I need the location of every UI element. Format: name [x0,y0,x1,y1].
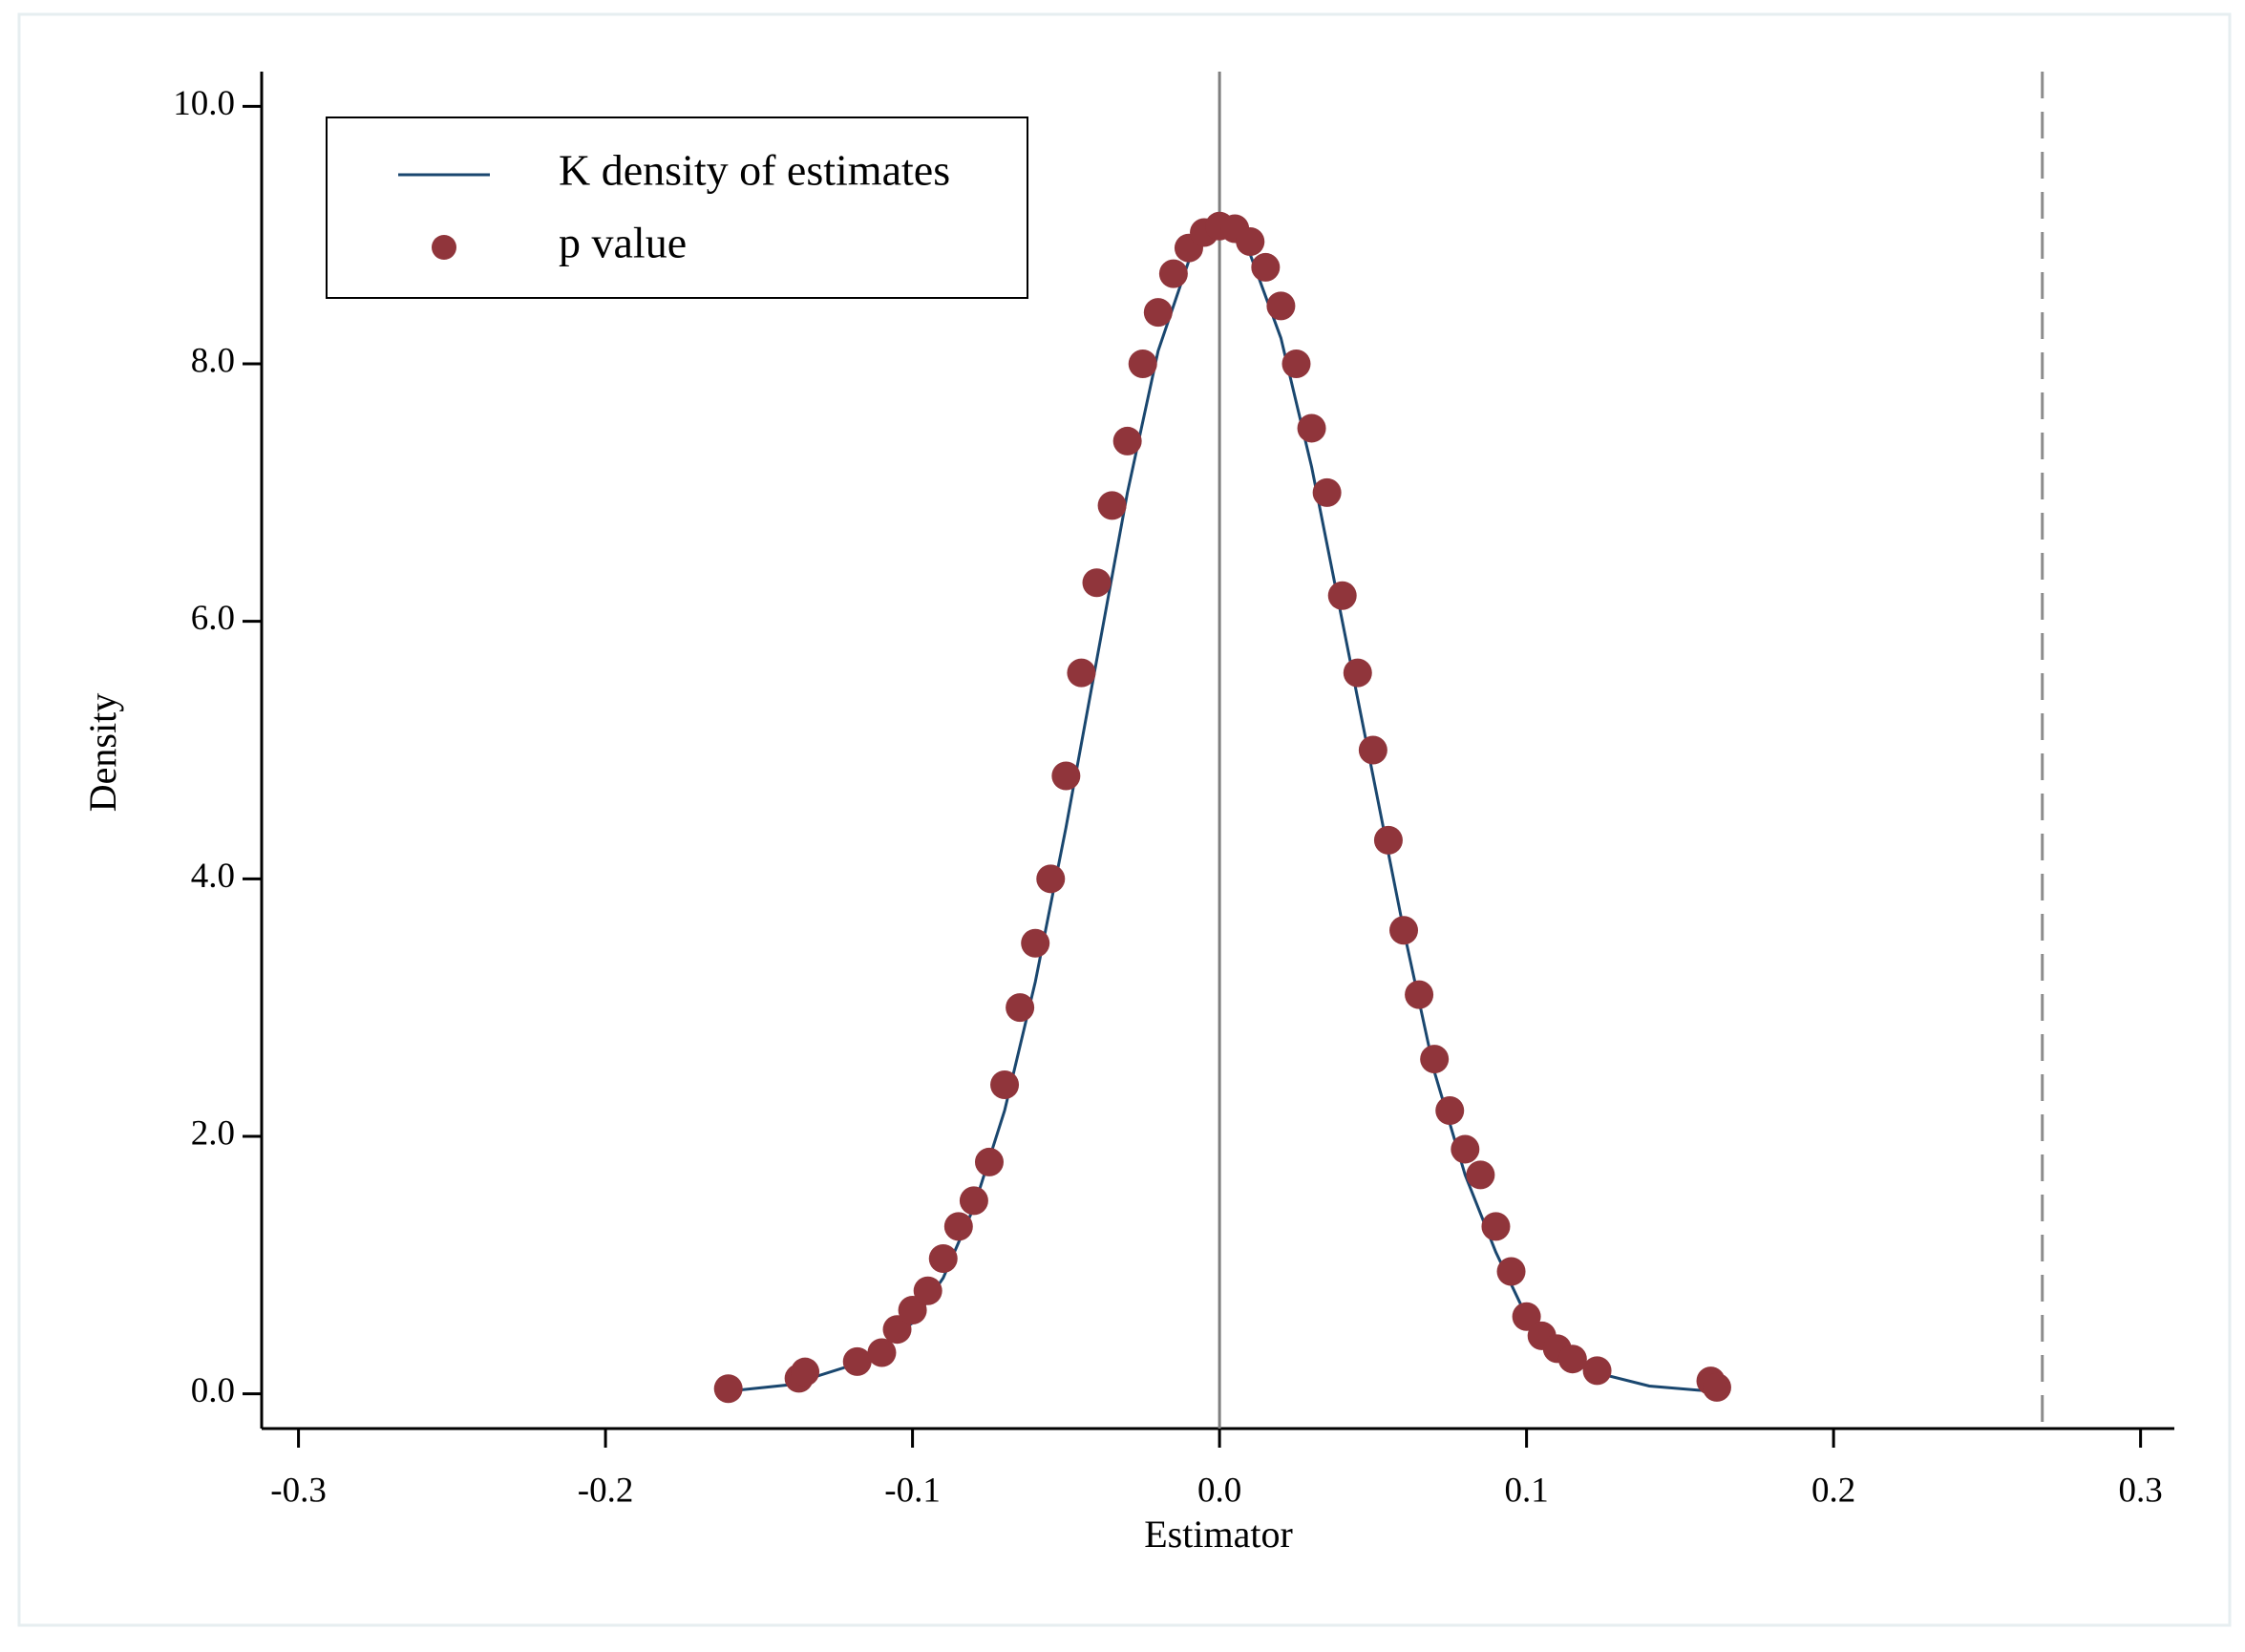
scatter-point [990,1070,1020,1100]
scatter-point [1158,259,1188,288]
scatter-point [943,1212,973,1241]
x-tick-label: 0.1 [1504,1471,1548,1510]
y-tick-label: 4.0 [191,857,235,896]
scatter-point [1251,252,1281,282]
scatter-point [1281,349,1311,379]
scatter-point [1451,1134,1480,1164]
x-tick-label: -0.3 [270,1471,327,1510]
scatter-point [1006,993,1035,1023]
scatter-point [1327,581,1357,610]
legend-label: p value [559,219,687,267]
scatter-point [1405,980,1434,1009]
scatter-point [1051,761,1081,791]
legend-box [326,116,1028,299]
scatter-point [1420,1045,1450,1074]
y-tick-label: 2.0 [191,1113,235,1153]
scatter-point [1343,658,1372,688]
scatter-point [1112,426,1142,455]
scatter-point [1021,928,1050,958]
x-tick-label: -0.1 [884,1471,941,1510]
scatter-point [1481,1212,1511,1241]
scatter-point [791,1357,820,1387]
scatter-point [1358,735,1387,765]
scatter-point [959,1186,988,1216]
scatter-point [1266,291,1296,321]
x-tick-label: 0.3 [2119,1471,2163,1510]
scatter-point [974,1147,1004,1176]
scatter-point [913,1276,942,1305]
scatter-point [842,1346,872,1376]
scatter-point [1128,349,1157,379]
scatter-point [1143,298,1173,328]
scatter-point [1236,226,1265,256]
x-axis-title: Estimator [1144,1513,1293,1556]
scatter-point [1466,1160,1495,1190]
scatter-point [1297,413,1326,443]
scatter-point [882,1315,912,1345]
scatter-point [1036,864,1066,894]
y-tick-label: 6.0 [191,599,235,638]
scatter-point [1582,1356,1612,1386]
scatter-point [1435,1095,1465,1125]
scatter-point [1389,916,1419,945]
legend-marker [432,235,456,260]
scatter-point [1373,825,1403,855]
scatter-point [1082,568,1112,598]
scatter-point [1496,1257,1526,1286]
y-tick-label: 10.0 [173,84,235,123]
scatter-point [898,1295,927,1324]
scatter-point [1557,1345,1587,1374]
scatter-point [1702,1372,1731,1402]
x-tick-label: -0.2 [578,1471,634,1510]
x-tick-label: 0.0 [1197,1471,1241,1510]
scatter-point [713,1374,743,1404]
scatter-point [1312,477,1342,507]
scatter-point [1512,1302,1541,1331]
scatter-point [867,1338,897,1367]
y-tick-label: 8.0 [191,342,235,381]
scatter-point [1067,658,1096,688]
scatter-point [928,1244,958,1274]
x-tick-label: 0.2 [1811,1471,1855,1510]
legend-label: K density of estimates [559,146,950,195]
y-tick-label: 0.0 [191,1371,235,1410]
y-axis-title: Density [81,693,124,812]
scatter-point [1097,491,1127,520]
